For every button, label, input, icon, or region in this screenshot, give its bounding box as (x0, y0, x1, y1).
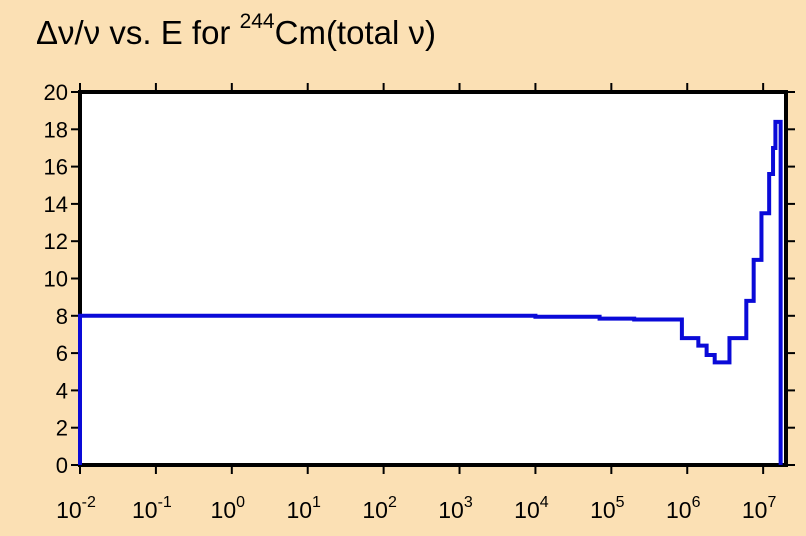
x-tick-label-base: 10 (132, 497, 158, 523)
x-tick-label-base: 10 (590, 497, 616, 523)
x-tick-label-exponent: 4 (540, 494, 549, 511)
x-tick-label: 103 (438, 494, 473, 523)
x-tick-label-base: 10 (211, 497, 237, 523)
y-tick-label: 2 (56, 416, 68, 441)
x-tick-label-base: 10 (286, 497, 312, 523)
series-layer (78, 119, 783, 465)
plot-area (78, 90, 788, 467)
y-tick-label: 12 (44, 229, 68, 254)
title-isotope-mass: 244 (239, 10, 275, 33)
x-tick-label: 102 (362, 494, 397, 523)
x-tick-label-exponent: 1 (312, 494, 321, 511)
y-tick-label: 20 (44, 80, 68, 105)
x-tick-label: 10-1 (132, 494, 172, 523)
y-tick-label: 0 (56, 453, 68, 478)
x-tick-label: 100 (211, 494, 246, 523)
y-tick-label: 6 (56, 341, 68, 366)
x-tick-label-base: 10 (742, 497, 768, 523)
y-tick-label: 10 (44, 267, 68, 292)
x-tick-label-base: 10 (56, 497, 82, 523)
y-tick-label: 8 (56, 304, 68, 329)
x-tick-label-exponent: 5 (616, 494, 625, 511)
x-tick-label-exponent: 2 (388, 494, 397, 511)
y-tick-label: 4 (56, 378, 68, 403)
title-prefix: Δν/ν vs. E for (36, 14, 240, 51)
x-tick-label-base: 10 (514, 497, 540, 523)
x-tick-label-exponent: -1 (158, 494, 172, 511)
x-tick-label-exponent: 6 (692, 494, 701, 511)
x-tick-label-base: 10 (666, 497, 692, 523)
y-tick-label: 14 (44, 192, 68, 217)
x-tick-label-exponent: -2 (82, 494, 96, 511)
y-tick-label: 16 (44, 155, 68, 180)
x-tick-label-exponent: 7 (767, 494, 776, 511)
x-tick-label: 101 (286, 494, 321, 523)
x-tick-label: 105 (590, 494, 625, 523)
series-line (78, 119, 783, 465)
x-tick-label: 106 (666, 494, 701, 523)
x-tick-label-base: 10 (362, 497, 388, 523)
x-tick-label-exponent: 0 (236, 494, 245, 511)
x-tick-label-exponent: 3 (464, 494, 473, 511)
x-tick-label: 10-2 (56, 494, 96, 523)
chart-title: Δν/ν vs. E for 244Cm(total ν) (36, 10, 436, 52)
title-suffix: Cm(total ν) (274, 14, 436, 51)
y-tick-label: 18 (44, 117, 68, 142)
x-tick-label: 104 (514, 494, 549, 523)
x-tick-label: 107 (742, 494, 777, 523)
x-tick-label-base: 10 (438, 497, 464, 523)
